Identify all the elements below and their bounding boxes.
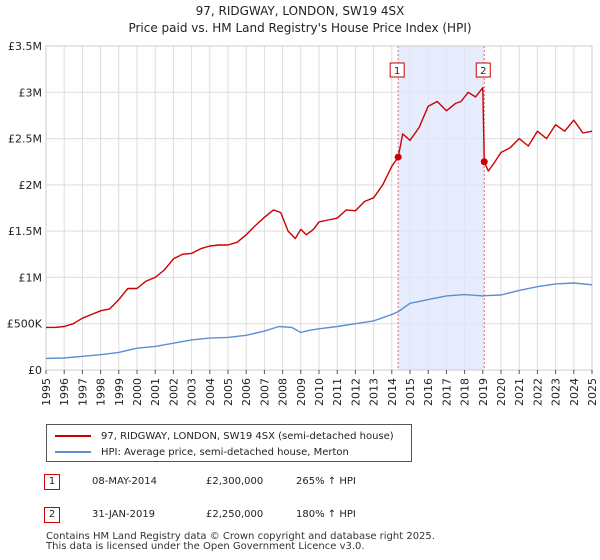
chart-legend: 97, RIDGWAY, LONDON, SW19 4SX (semi-deta…: [46, 424, 412, 462]
sale-hpi-change: 265% ↑ HPI: [296, 476, 356, 487]
sale-vlines: [397, 46, 485, 370]
y-tick-label: £2.5M: [8, 133, 42, 146]
y-tick-label: £1.5M: [8, 225, 42, 238]
x-tick-label: 1995: [40, 378, 53, 406]
sale-price: £2,250,000: [206, 509, 264, 520]
x-tick-label: 2005: [222, 378, 235, 406]
property-price-line: [46, 86, 593, 329]
x-tick-label: 2013: [368, 378, 381, 406]
x-tick-label: 2023: [550, 378, 563, 406]
footer-attribution: Contains HM Land Registry data © Crown c…: [46, 532, 435, 552]
x-tick-label: 2010: [313, 378, 326, 406]
legend-label-hpi: HPI: Average price, semi-detached house,…: [101, 446, 349, 458]
x-tick-label: 2022: [531, 378, 544, 406]
sale-price: £2,300,000: [206, 476, 264, 487]
legend-swatch-hpi: [55, 451, 91, 453]
highlight-band: [398, 46, 485, 370]
y-tick-label: £500K: [7, 318, 43, 331]
legend-item-property: 97, RIDGWAY, LONDON, SW19 4SX (semi-deta…: [55, 429, 394, 443]
x-tick-label: 2014: [386, 378, 399, 406]
x-tick-label: 1996: [58, 378, 71, 406]
x-tick-label: 2017: [440, 378, 453, 406]
legend-label-property: 97, RIDGWAY, LONDON, SW19 4SX (semi-deta…: [101, 430, 394, 442]
x-tick-label: 2003: [186, 378, 199, 406]
sale-date: 31-JAN-2019: [92, 509, 156, 520]
sale-point: [480, 158, 488, 166]
x-tick-label: 2025: [586, 378, 599, 406]
y-axis: £0 £500K £1M £1.5M £2M £2.5M £3M £3.5M: [7, 40, 43, 377]
legend-item-hpi: HPI: Average price, semi-detached house,…: [55, 445, 349, 459]
y-tick-label: £0: [28, 364, 42, 377]
sale-number-badge: 2: [44, 507, 60, 523]
y-tick-label: £2M: [19, 179, 43, 192]
x-tick-label: 2016: [422, 378, 435, 406]
hpi-line: [45, 282, 593, 360]
x-tick-label: 1999: [113, 378, 126, 406]
y-tick-label: £3.5M: [8, 40, 42, 53]
chart-title: 97, RIDGWAY, LONDON, SW19 4SX: [195, 4, 405, 18]
x-tick-label: 2020: [495, 378, 508, 406]
sale-label-number: 1: [394, 66, 400, 77]
x-tick-label: 2004: [204, 378, 217, 406]
y-tick-label: £1M: [19, 271, 43, 284]
x-tick-label: 2018: [459, 378, 472, 406]
x-tick-label: 2015: [404, 378, 417, 406]
x-tick-label: 2002: [167, 378, 180, 406]
x-tick-label: 2011: [331, 378, 344, 406]
chart-subtitle: Price paid vs. HM Land Registry's House …: [128, 21, 472, 35]
x-axis: 1995 1996 1997 1998 1999 2000 2001 2002 2003 2004…: [40, 370, 599, 406]
series-lines: [45, 86, 593, 360]
sale-hpi-change: 180% ↑ HPI: [296, 509, 356, 520]
x-tick-label: 2001: [149, 378, 162, 406]
price-chart: £0 £500K £1M £1.5M £2M £2.5M £3M £3.5M 1995 1996…: [7, 40, 599, 406]
x-tick-label: 2008: [277, 378, 290, 406]
sale-label-number: 2: [480, 66, 486, 77]
sale-label-box: [389, 62, 405, 78]
sale-label-box: [475, 62, 491, 78]
x-tick-label: 2006: [240, 378, 253, 406]
x-tick-label: 1997: [76, 378, 89, 406]
footer-line-2: This data is licensed under the Open Gov…: [46, 541, 365, 552]
grid-lines: [45, 45, 593, 371]
x-tick-label: 2007: [258, 378, 271, 406]
footer-line-1: Contains HM Land Registry data © Crown c…: [46, 531, 435, 542]
x-tick-label: 2019: [477, 378, 490, 406]
x-tick-label: 2009: [295, 378, 308, 406]
x-tick-label: 2012: [349, 378, 362, 406]
sale-number-badge: 1: [44, 474, 60, 490]
x-tick-label: 1998: [95, 378, 108, 406]
sale-point: [394, 153, 402, 161]
x-tick-label: 2021: [513, 378, 526, 406]
x-tick-label: 2000: [131, 378, 144, 406]
legend-swatch-property: [55, 435, 91, 437]
sale-date: 08-MAY-2014: [92, 476, 158, 487]
y-tick-label: £3M: [19, 86, 43, 99]
x-tick-label: 2024: [568, 378, 581, 406]
